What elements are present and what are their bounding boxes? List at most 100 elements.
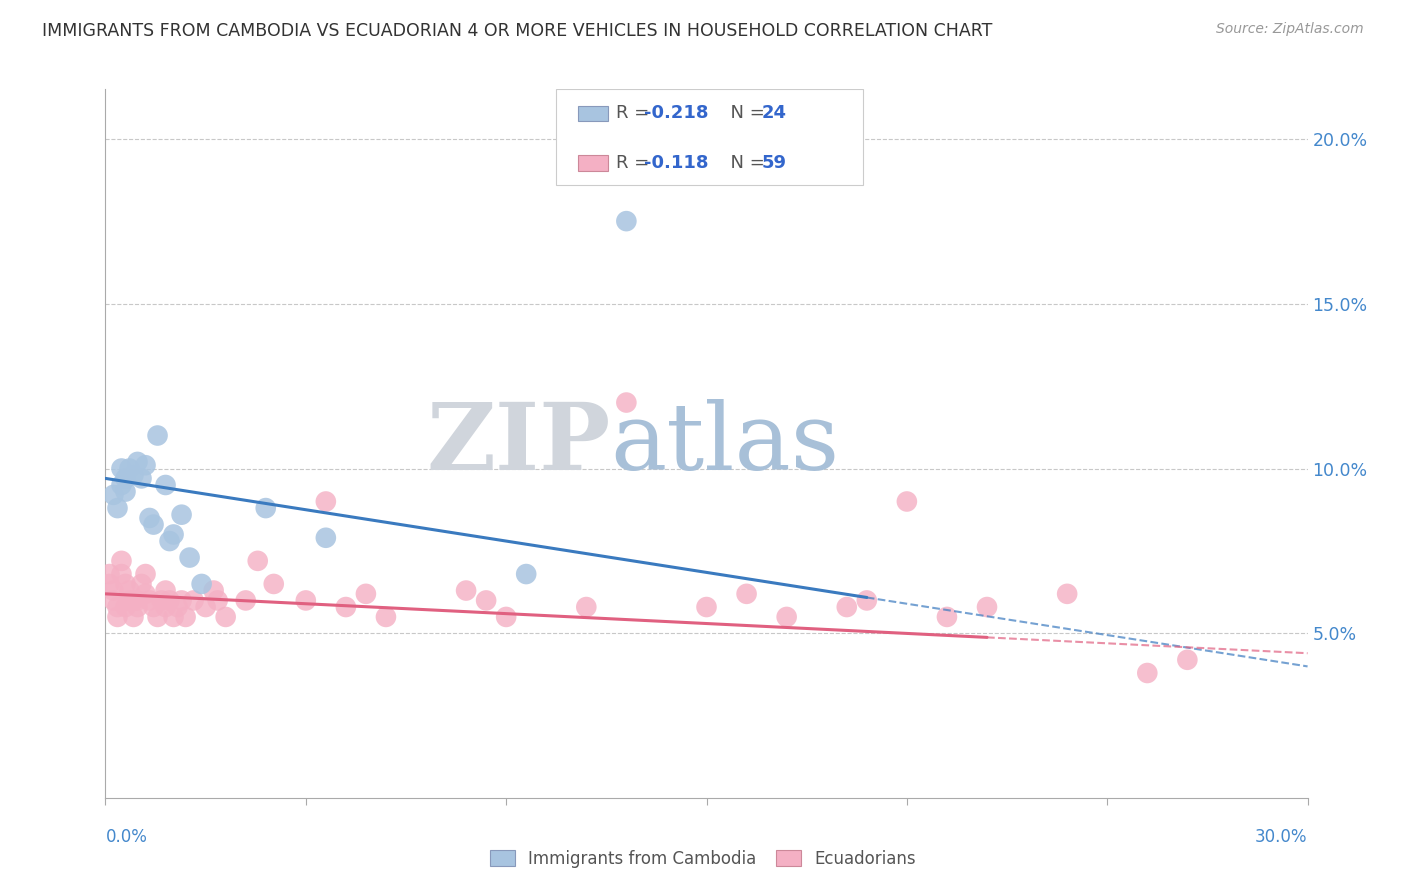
- Point: [110, 567, 132, 582]
- Point: [107, 610, 129, 624]
- Point: [107, 501, 129, 516]
- Point: [616, 395, 638, 409]
- Text: -0.218: -0.218: [644, 104, 709, 122]
- Point: [495, 610, 517, 624]
- Point: [127, 593, 149, 607]
- Point: [150, 593, 173, 607]
- Point: [159, 534, 181, 549]
- Point: [170, 508, 193, 522]
- Point: [110, 461, 132, 475]
- Point: [131, 577, 153, 591]
- Text: R =: R =: [616, 154, 655, 172]
- Point: [118, 593, 141, 607]
- Point: [162, 610, 184, 624]
- Point: [166, 600, 188, 615]
- FancyBboxPatch shape: [557, 89, 863, 185]
- Point: [855, 593, 877, 607]
- Point: [190, 577, 212, 591]
- Point: [155, 600, 177, 615]
- Point: [155, 583, 177, 598]
- Point: [207, 593, 229, 607]
- Point: [976, 600, 998, 615]
- Point: [475, 593, 498, 607]
- Point: [254, 501, 277, 516]
- Point: [936, 610, 959, 624]
- Point: [194, 600, 217, 615]
- Point: [454, 583, 477, 598]
- Point: [142, 600, 165, 615]
- Point: [135, 567, 157, 582]
- Point: [127, 600, 149, 615]
- Point: [155, 478, 177, 492]
- Point: [214, 610, 236, 624]
- Point: [107, 600, 129, 615]
- Point: [315, 531, 337, 545]
- Point: [135, 587, 157, 601]
- Point: [114, 484, 136, 499]
- Text: Source: ZipAtlas.com: Source: ZipAtlas.com: [1216, 22, 1364, 37]
- Legend: Immigrants from Cambodia, Ecuadorians: Immigrants from Cambodia, Ecuadorians: [484, 844, 922, 875]
- Point: [122, 610, 145, 624]
- Point: [122, 468, 145, 483]
- Point: [696, 600, 718, 615]
- Text: IMMIGRANTS FROM CAMBODIA VS ECUADORIAN 4 OR MORE VEHICLES IN HOUSEHOLD CORRELATI: IMMIGRANTS FROM CAMBODIA VS ECUADORIAN 4…: [42, 22, 993, 40]
- Point: [103, 593, 125, 607]
- Point: [162, 527, 184, 541]
- Point: [776, 610, 799, 624]
- Point: [159, 593, 181, 607]
- Point: [110, 478, 132, 492]
- Point: [118, 461, 141, 475]
- Text: 0.0%: 0.0%: [105, 828, 148, 846]
- Text: atlas: atlas: [610, 399, 839, 489]
- FancyBboxPatch shape: [578, 155, 607, 170]
- Point: [110, 554, 132, 568]
- Point: [235, 593, 257, 607]
- Point: [616, 214, 638, 228]
- Point: [118, 583, 141, 598]
- Point: [138, 593, 160, 607]
- Point: [1177, 653, 1199, 667]
- Point: [138, 511, 160, 525]
- Point: [114, 577, 136, 591]
- Point: [146, 610, 169, 624]
- Text: 24: 24: [762, 104, 787, 122]
- Point: [374, 610, 398, 624]
- Point: [896, 494, 918, 508]
- Text: R =: R =: [616, 104, 655, 122]
- Text: -0.118: -0.118: [644, 154, 709, 172]
- Text: ZIP: ZIP: [426, 399, 610, 489]
- Point: [122, 593, 145, 607]
- Point: [1056, 587, 1078, 601]
- Point: [183, 593, 205, 607]
- FancyBboxPatch shape: [578, 105, 607, 121]
- Point: [127, 455, 149, 469]
- Point: [103, 583, 125, 598]
- Point: [179, 550, 201, 565]
- Point: [575, 600, 598, 615]
- Point: [135, 458, 157, 473]
- Text: N =: N =: [718, 154, 770, 172]
- Point: [202, 583, 225, 598]
- Point: [1136, 665, 1159, 680]
- Point: [114, 471, 136, 485]
- Point: [263, 577, 285, 591]
- Point: [315, 494, 337, 508]
- Point: [114, 600, 136, 615]
- Text: 59: 59: [762, 154, 787, 172]
- Point: [146, 428, 169, 442]
- Point: [98, 567, 121, 582]
- Text: N =: N =: [718, 104, 770, 122]
- Point: [354, 587, 377, 601]
- Point: [295, 593, 318, 607]
- Point: [735, 587, 758, 601]
- Point: [142, 517, 165, 532]
- Point: [246, 554, 269, 568]
- Point: [103, 488, 125, 502]
- Point: [515, 567, 537, 582]
- Point: [335, 600, 357, 615]
- Point: [835, 600, 858, 615]
- Point: [174, 610, 197, 624]
- Point: [170, 593, 193, 607]
- Point: [98, 577, 121, 591]
- Text: 30.0%: 30.0%: [1256, 828, 1308, 846]
